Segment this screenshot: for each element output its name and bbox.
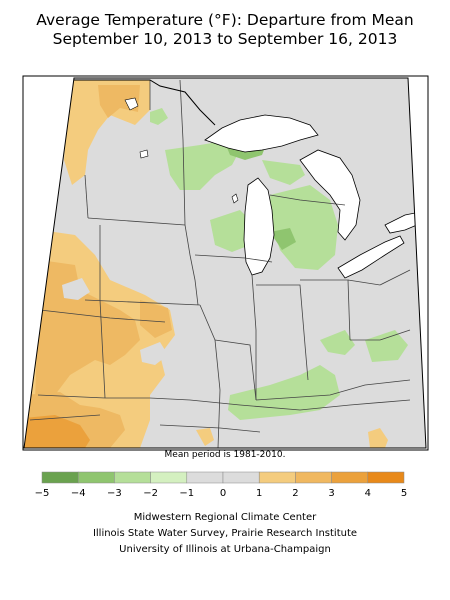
legend-label-6: 1 — [256, 488, 263, 499]
lake-huron — [299, 149, 361, 241]
legend-label-8: 3 — [328, 488, 335, 499]
legend-swatch-3 — [150, 471, 188, 484]
legend-swatch-9 — [367, 471, 405, 484]
lake-erie — [337, 235, 405, 279]
lake-michigan — [243, 177, 275, 276]
legend-label-4: −1 — [179, 488, 195, 499]
state-boundaries — [29, 79, 411, 448]
warm-region-south-small — [196, 428, 214, 446]
legend-swatch-5 — [222, 471, 260, 484]
legend-label-0: −5 — [34, 488, 50, 499]
cool-region-east-ky — [365, 330, 408, 362]
legend-swatch-7 — [295, 471, 332, 484]
credit-mrcc: Midwestern Regional Climate Center — [133, 512, 317, 523]
credit-isws: Illinois State Water Survey, Prairie Res… — [92, 528, 358, 539]
legend-swatch-4 — [186, 471, 224, 484]
cool-region-upper-michigan — [262, 160, 305, 185]
legend-label-2: −3 — [107, 488, 122, 499]
legend-swatch-2 — [114, 471, 151, 484]
warm-region-southeast — [368, 428, 388, 448]
warm-region-east-kansas — [140, 300, 172, 338]
legend-label-1: −4 — [70, 488, 86, 499]
neutral-island-nebraska — [140, 342, 168, 365]
warm-region-southwest-core — [24, 415, 90, 448]
legend-label-3: −2 — [143, 488, 158, 499]
legend-label-10: 5 — [400, 488, 408, 499]
cool-region-north-minnesota — [150, 108, 168, 125]
legend-swatch-8 — [331, 471, 369, 484]
legend-label-7: 2 — [292, 488, 299, 499]
mean-period-note: Mean period is 1981-2010. — [164, 450, 286, 460]
map-title-line-1: Average Temperature (°F): Departure from… — [36, 11, 414, 29]
neutral-island-kansas — [62, 278, 90, 300]
cool-region-lower-michigan — [270, 185, 338, 270]
legend-colorbar — [41, 471, 405, 484]
lake-superior — [204, 114, 319, 153]
lake-winnebago — [231, 193, 239, 204]
legend-swatch-6 — [258, 471, 296, 484]
legend-swatch-1 — [77, 471, 115, 484]
canada-border — [70, 79, 216, 126]
map-title-line-2: September 10, 2013 to September 16, 2013 — [52, 30, 398, 48]
warm-region-northwest-core — [98, 85, 140, 118]
legend-label-9: 4 — [364, 488, 371, 499]
lake-of-the-woods — [124, 97, 139, 111]
map-outline — [23, 77, 427, 449]
cool-region-michigan-core — [270, 228, 296, 250]
legend-label-5: 0 — [219, 488, 227, 499]
credit-uiuc: University of Illinois at Urbana-Champai… — [119, 544, 331, 555]
red-lake — [139, 149, 149, 159]
legend-swatch-0 — [41, 471, 79, 484]
map-frame — [22, 75, 429, 451]
cool-region-ohio — [320, 330, 355, 355]
warm-region-west-core — [35, 260, 140, 400]
